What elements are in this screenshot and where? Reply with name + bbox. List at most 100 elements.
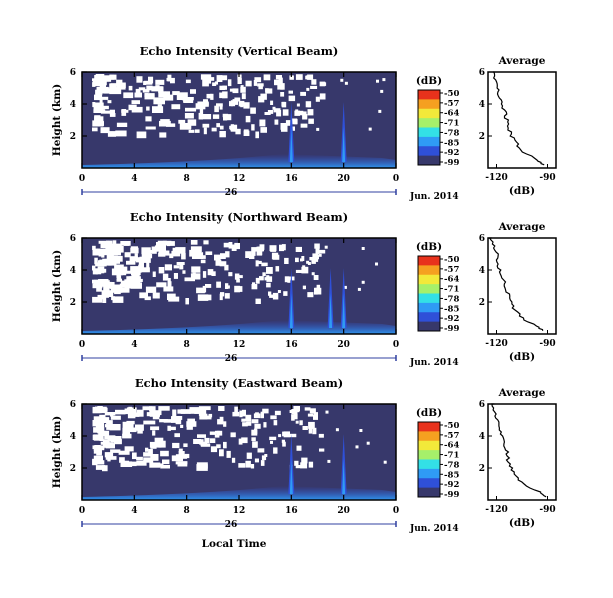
missing-patch [284, 257, 289, 264]
missing-patch [359, 429, 363, 432]
missing-patch [120, 280, 127, 287]
missing-patch [152, 271, 156, 277]
missing-patch [163, 419, 173, 423]
missing-patch [269, 245, 277, 252]
x-tick-label: 16 [285, 506, 298, 516]
missing-patch [92, 102, 96, 108]
missing-patch [96, 77, 100, 83]
x-tick-label: 8 [184, 174, 190, 184]
colorbar-unit: (dB) [416, 241, 442, 253]
missing-patch [270, 100, 274, 105]
missing-patch [302, 111, 307, 115]
missing-patch [93, 102, 104, 109]
missing-patch [124, 270, 133, 274]
x-tick-label: 0 [79, 506, 85, 516]
missing-patch [304, 407, 311, 411]
missing-patch [263, 74, 271, 81]
colorbar-segment [418, 302, 440, 313]
missing-patch [306, 87, 310, 91]
missing-patch [92, 248, 100, 256]
missing-patch [307, 413, 314, 417]
missing-patch [216, 123, 220, 128]
missing-patch [273, 108, 281, 113]
missing-patch [251, 284, 258, 290]
colorbar-tick-label: -71 [444, 285, 459, 295]
missing-patch [157, 463, 164, 467]
colorbar-tick-label: -78 [444, 128, 459, 138]
missing-patch [142, 406, 153, 411]
missing-patch [198, 112, 203, 120]
missing-patch [295, 74, 303, 80]
missing-patch [92, 245, 96, 250]
missing-patch [295, 109, 299, 113]
missing-patch [110, 286, 123, 293]
profile-y-tick-label: 6 [479, 400, 485, 410]
echo-spike-core [342, 127, 346, 162]
x-tick-label: 12 [233, 506, 246, 516]
missing-patch [249, 255, 255, 259]
missing-patch [156, 282, 167, 288]
missing-patch [152, 106, 164, 113]
missing-patch [257, 83, 264, 87]
colorbar-tick-label: -99 [444, 158, 459, 168]
missing-patch [193, 439, 201, 444]
missing-patch [165, 91, 170, 97]
date-label: Jun. 2014 [409, 358, 459, 368]
missing-patch [179, 123, 191, 130]
colorbar-segment [418, 155, 440, 166]
missing-patch [172, 442, 180, 449]
profile-x-tick-label: -120 [485, 505, 508, 515]
x-axis-label: Local Time [202, 538, 267, 550]
missing-patch [218, 406, 225, 411]
missing-patch [290, 126, 295, 131]
missing-patch [269, 294, 274, 298]
missing-patch [343, 285, 347, 289]
missing-patch [139, 256, 151, 263]
missing-patch [112, 296, 124, 303]
missing-patch [169, 253, 174, 259]
missing-patch [253, 80, 258, 86]
missing-patch [245, 251, 252, 258]
missing-patch [175, 247, 186, 254]
missing-patch [282, 431, 287, 437]
x-tick-label: 4 [131, 174, 137, 184]
missing-patch [300, 91, 306, 96]
missing-patch [216, 444, 221, 449]
missing-patch [152, 413, 160, 420]
x-tick-label: 20 [337, 174, 350, 184]
echo-spike-core [342, 293, 346, 328]
missing-patch [238, 463, 246, 468]
missing-patch [159, 120, 171, 127]
missing-patch [93, 450, 102, 454]
missing-patch [260, 127, 267, 133]
missing-patch [124, 408, 129, 415]
missing-patch [95, 422, 100, 428]
missing-patch [131, 271, 141, 276]
missing-patch [265, 88, 273, 94]
missing-patch [302, 114, 308, 120]
missing-patch [281, 101, 285, 107]
missing-patch [242, 422, 248, 427]
colorbar-tick-label: -71 [444, 451, 459, 461]
missing-patch [146, 412, 152, 417]
missing-patch [136, 131, 147, 139]
y-tick-label: 2 [70, 132, 76, 142]
missing-patch [195, 103, 206, 110]
missing-patch [211, 127, 217, 132]
missing-patch [174, 433, 180, 438]
colorbar-tick-label: -78 [444, 460, 459, 470]
missing-patch [223, 441, 227, 449]
missing-patch [313, 412, 318, 416]
missing-patch [382, 78, 386, 82]
missing-patch [238, 438, 243, 445]
missing-patch [104, 259, 112, 263]
missing-patch [223, 242, 231, 248]
missing-patch [293, 406, 300, 413]
missing-patch [105, 456, 117, 460]
missing-patch [186, 421, 197, 427]
missing-patch [344, 81, 348, 85]
colorbar-tick-label: -85 [444, 470, 459, 480]
missing-patch [190, 240, 198, 245]
missing-patch [200, 259, 206, 264]
missing-patch [258, 96, 265, 103]
